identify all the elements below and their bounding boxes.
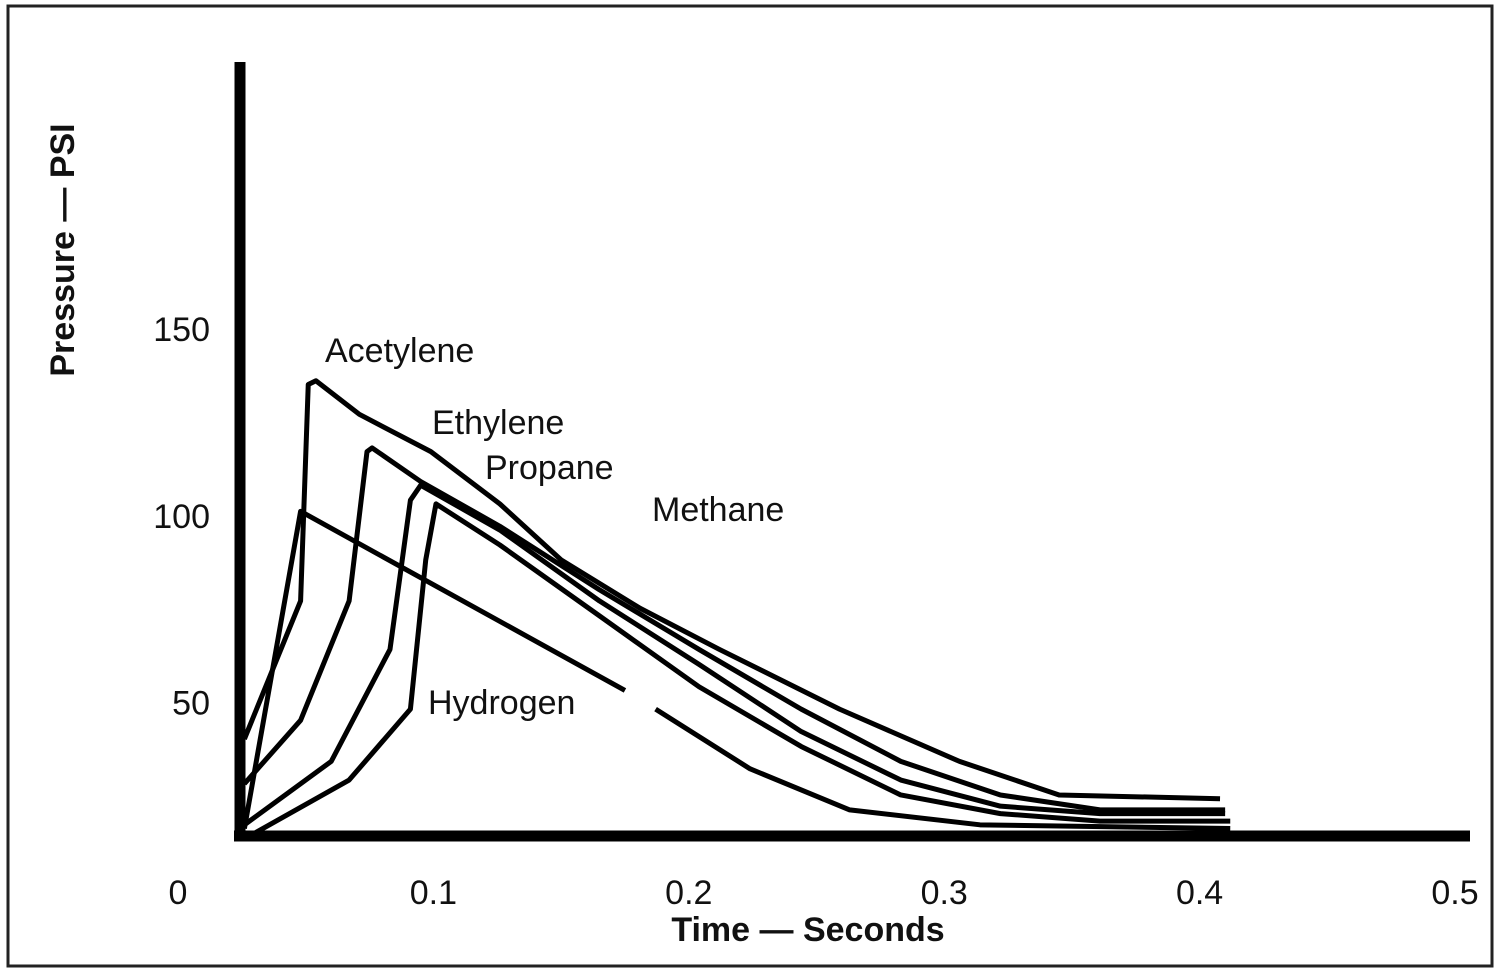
x-tick-label: 0.1 <box>410 874 457 912</box>
series-label: Acetylene <box>325 332 474 370</box>
x-tick-label: 0 <box>169 874 188 912</box>
series-label: Hydrogen <box>428 684 575 722</box>
series-line <box>654 707 1231 832</box>
y-tick-label: 50 <box>172 684 210 722</box>
frame <box>6 4 1494 968</box>
x-tick-label: 0.3 <box>921 874 968 912</box>
x-tick-label: 0.2 <box>665 874 712 912</box>
y-axis-label: Pressure — PSI <box>44 123 82 376</box>
x-tick-label: 0.4 <box>1176 874 1223 912</box>
series-label: Propane <box>485 449 614 487</box>
series-line <box>248 501 1231 839</box>
series-line <box>242 482 1226 827</box>
y-tick-label: 100 <box>153 498 210 536</box>
series-label: Methane <box>652 491 784 529</box>
series-line <box>241 508 627 829</box>
series-label: Ethylene <box>432 404 564 442</box>
y-tick-label: 150 <box>153 311 210 349</box>
x-axis-label: Time — Seconds <box>671 911 944 949</box>
series-line <box>242 445 1226 813</box>
series-line <box>242 378 1221 802</box>
x-tick-label: 0.5 <box>1431 874 1478 912</box>
